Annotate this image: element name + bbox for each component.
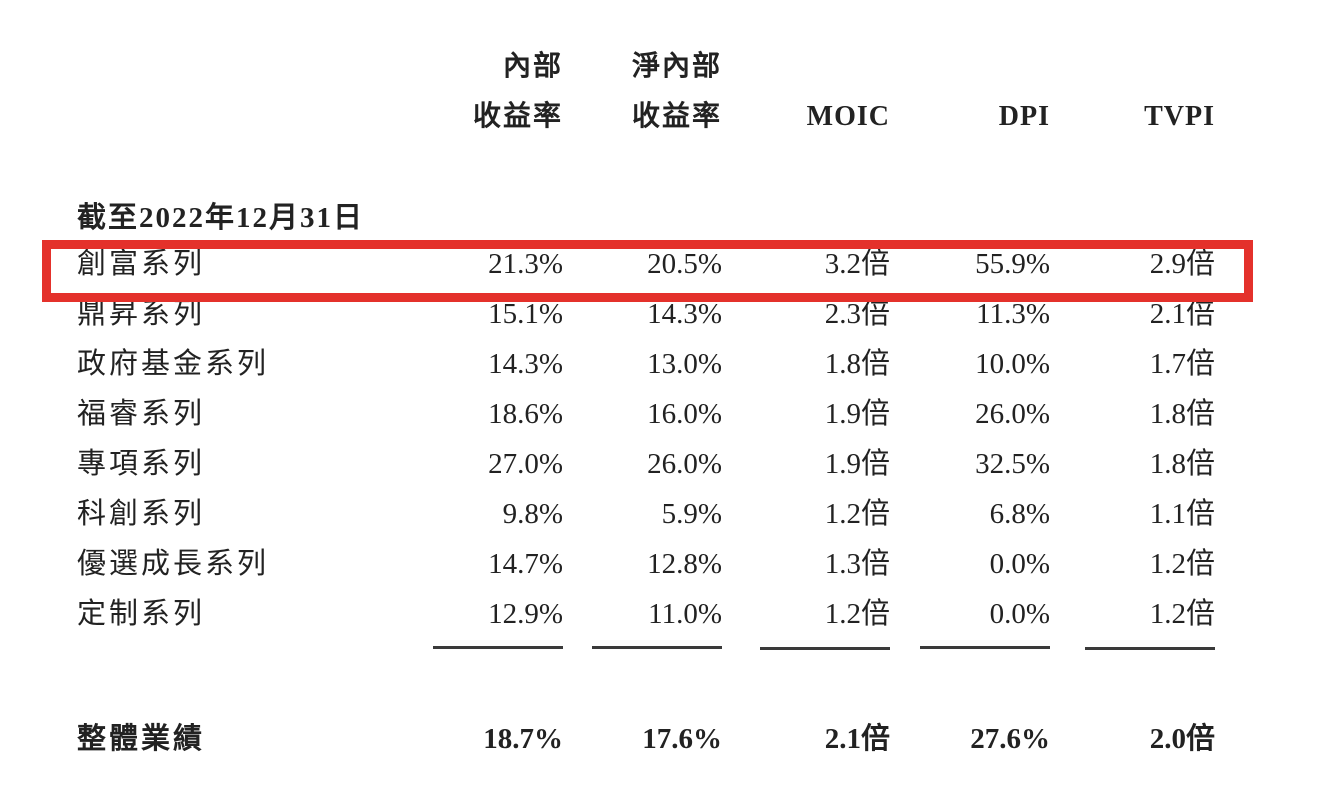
cell-tvpi: 1.8倍 <box>1149 448 1215 480</box>
cell-net-irr: 5.9% <box>661 498 722 530</box>
column-header-net-irr-line1: 淨內部 <box>631 51 722 82</box>
row-label: 科創系列 <box>77 498 206 530</box>
underlined-value: 12.9% <box>433 598 563 649</box>
table-row-chuangfu: 創富系列 21.3% 20.5% 3.2倍 55.9% 2.9倍 <box>77 239 1215 289</box>
cell-irr: 15.1% <box>488 298 563 330</box>
cell-moic: 1.9倍 <box>824 398 890 430</box>
cell-irr: 12.9% <box>390 589 563 649</box>
total-row-label: 整體業績 <box>77 723 206 755</box>
table-row-government-fund: 政府基金系列 14.3% 13.0% 1.8倍 10.0% 1.7倍 <box>77 339 1215 389</box>
column-header-irr: 內部 收益率 <box>390 42 563 142</box>
cell-net-irr: 14.3% <box>647 298 722 330</box>
cell-dpi: 26.0% <box>975 398 1050 430</box>
total-cell-moic: 2.1倍 <box>824 723 890 755</box>
cell-irr: 27.0% <box>488 448 563 480</box>
table-row-premium-growth: 優選成長系列 14.7% 12.8% 1.3倍 0.0% 1.2倍 <box>77 539 1215 589</box>
underlined-value: 1.2倍 <box>1085 590 1215 650</box>
column-header-net-irr: 淨內部 收益率 <box>563 42 722 142</box>
cell-net-irr: 16.0% <box>647 398 722 430</box>
cell-dpi: 32.5% <box>975 448 1050 480</box>
row-label: 創富系列 <box>77 248 206 280</box>
cell-moic: 1.8倍 <box>824 348 890 380</box>
cell-dpi: 55.9% <box>975 248 1050 280</box>
cell-irr: 14.7% <box>488 548 563 580</box>
underlined-value: 0.0% <box>920 598 1050 649</box>
table-row-customized: 定制系列 12.9% 11.0% 1.2倍 0.0% 1.2倍 <box>77 589 1215 650</box>
cell-tvpi: 1.7倍 <box>1149 348 1215 380</box>
total-cell-irr: 18.7% <box>483 723 563 755</box>
cell-net-irr: 20.5% <box>647 248 722 280</box>
row-label: 定制系列 <box>77 598 206 630</box>
cell-net-irr: 12.8% <box>647 548 722 580</box>
cell-irr: 9.8% <box>502 498 563 530</box>
cell-dpi: 10.0% <box>975 348 1050 380</box>
column-header-moic: MOIC <box>806 101 890 132</box>
section-heading-date: 截至2022年12月31日 <box>77 202 365 234</box>
cell-irr: 14.3% <box>488 348 563 380</box>
table-row-dingsheng: 鼎昇系列 15.1% 14.3% 2.3倍 11.3% 2.1倍 <box>77 289 1215 339</box>
underlined-value: 11.0% <box>592 598 722 649</box>
row-label: 優選成長系列 <box>77 548 270 580</box>
underlined-value: 1.2倍 <box>760 590 890 650</box>
cell-dpi: 6.8% <box>989 498 1050 530</box>
column-header-irr-line1: 內部 <box>502 51 563 82</box>
cell-irr: 21.3% <box>488 248 563 280</box>
column-header-tvpi: TVPI <box>1144 101 1215 132</box>
cell-dpi: 0.0% <box>989 548 1050 580</box>
table-row-furui: 福睿系列 18.6% 16.0% 1.9倍 26.0% 1.8倍 <box>77 389 1215 439</box>
total-cell-dpi: 27.6% <box>970 723 1050 755</box>
column-header-net-irr-line2: 收益率 <box>631 101 722 132</box>
cell-moic: 3.2倍 <box>824 248 890 280</box>
column-header-irr-line2: 收益率 <box>472 101 563 132</box>
cell-moic: 1.3倍 <box>824 548 890 580</box>
cell-net-irr: 11.0% <box>563 589 722 649</box>
cell-tvpi: 1.2倍 <box>1149 548 1215 580</box>
row-label: 政府基金系列 <box>77 348 270 380</box>
cell-moic: 1.2倍 <box>722 589 890 650</box>
table-row-total: 整體業績 18.7% 17.6% 2.1倍 27.6% 2.0倍 <box>77 714 1215 764</box>
cell-tvpi: 2.9倍 <box>1149 248 1215 280</box>
cell-dpi: 11.3% <box>976 298 1050 330</box>
column-header-dpi: DPI <box>998 101 1050 132</box>
cell-moic: 1.9倍 <box>824 448 890 480</box>
table-row-kechuang: 科創系列 9.8% 5.9% 1.2倍 6.8% 1.1倍 <box>77 489 1215 539</box>
performance-table: 內部 收益率 淨內部 收益率 MOIC DPI TVPI 截至2022年12月3… <box>77 0 1215 764</box>
cell-dpi: 0.0% <box>890 589 1050 649</box>
table-header-row: 內部 收益率 淨內部 收益率 MOIC DPI TVPI <box>77 42 1215 142</box>
cell-tvpi: 2.1倍 <box>1149 298 1215 330</box>
row-label: 鼎昇系列 <box>77 298 206 330</box>
total-cell-net-irr: 17.6% <box>642 723 722 755</box>
cell-net-irr: 26.0% <box>647 448 722 480</box>
row-label: 福睿系列 <box>77 398 206 430</box>
cell-moic: 2.3倍 <box>824 298 890 330</box>
cell-tvpi: 1.2倍 <box>1050 589 1215 650</box>
cell-irr: 18.6% <box>488 398 563 430</box>
cell-tvpi: 1.8倍 <box>1149 398 1215 430</box>
cell-moic: 1.2倍 <box>824 498 890 530</box>
table-row-special-projects: 專項系列 27.0% 26.0% 1.9倍 32.5% 1.8倍 <box>77 439 1215 489</box>
cell-tvpi: 1.1倍 <box>1149 498 1215 530</box>
row-label: 專項系列 <box>77 448 206 480</box>
cell-net-irr: 13.0% <box>647 348 722 380</box>
total-cell-tvpi: 2.0倍 <box>1149 723 1215 755</box>
